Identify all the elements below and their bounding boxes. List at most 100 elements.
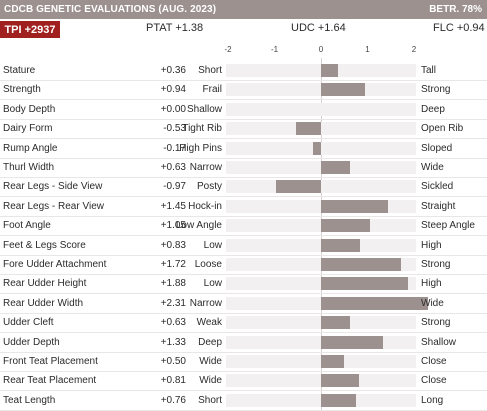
trait-name: Body Depth: [3, 103, 56, 115]
trait-bar: [321, 277, 409, 291]
trait-bar: [321, 335, 383, 349]
scale-tick: -1: [270, 45, 279, 54]
trait-bar: [321, 83, 365, 97]
trait-row: Strength +0.94 Frail Strong: [0, 80, 487, 101]
evaluations-title: CDCB GENETIC EVALUATIONS (AUG. 2023): [4, 4, 217, 15]
trait-high-label: Straight: [421, 200, 456, 212]
trait-row: Feet & Legs Score +0.83 Low High: [0, 236, 487, 256]
trait-name: Foot Angle: [3, 220, 51, 232]
trait-low-label: Narrow: [189, 297, 222, 309]
trait-row: Udder Cleft +0.63 Weak Strong: [0, 313, 487, 334]
trait-low-label: Narrow: [189, 162, 222, 173]
scale-tick: 2: [411, 45, 417, 54]
trait-value: -0.17: [163, 142, 186, 154]
trait-bar: [321, 161, 351, 174]
trait-name: Thurl Width: [3, 162, 55, 173]
trait-row: Rear Udder Height +1.88 Low High: [0, 274, 487, 295]
trait-high-label: Strong: [421, 259, 451, 270]
trait-low-label: High Pins: [179, 142, 222, 154]
trait-bar: [321, 64, 338, 77]
trait-low-label: Low Angle: [175, 220, 222, 232]
trait-row: Foot Angle +1.05 Low Angle Steep Angle: [0, 216, 487, 237]
trait-row: Teat Length +0.76 Short Long: [0, 391, 487, 411]
trait-bar-track: [226, 122, 416, 136]
trait-high-label: High: [421, 239, 442, 251]
scale-tick: -2: [224, 45, 232, 54]
trait-row: Dairy Form -0.53 Tight Rib Open Rib: [0, 119, 487, 140]
trait-row: Stature +0.36 Short Tall: [0, 61, 487, 81]
trait-value: +0.83: [160, 239, 186, 251]
trait-bar-track: [226, 180, 416, 194]
trait-high-label: Close: [421, 375, 447, 387]
trait-row: Front Teat Placement +0.50 Wide Close: [0, 352, 487, 372]
trait-value: +0.36: [160, 65, 186, 76]
evaluations-header: CDCB GENETIC EVALUATIONS (AUG. 2023) BET…: [0, 0, 487, 19]
trait-high-label: Strong: [421, 84, 451, 96]
trait-bar: [275, 180, 321, 194]
trait-high-label: Sickled: [421, 181, 454, 193]
trait-bar: [321, 199, 389, 213]
trait-value: +1.72: [160, 259, 186, 270]
trait-name: Rump Angle: [3, 142, 58, 154]
trait-row: Udder Depth +1.33 Deep Shallow: [0, 333, 487, 353]
trait-value: +0.63: [160, 162, 186, 173]
trait-bar: [313, 141, 321, 155]
trait-value: +0.00: [160, 103, 186, 115]
trait-low-label: Deep: [198, 336, 222, 348]
trait-bar: [321, 374, 359, 388]
trait-high-label: Open Rib: [421, 123, 464, 135]
ptat-summary: PTAT +1.38: [146, 22, 204, 34]
trait-name: Rear Teat Placement: [3, 375, 97, 387]
trait-row: Thurl Width +0.63 Narrow Wide: [0, 158, 487, 178]
trait-high-label: Shallow: [421, 336, 457, 348]
trait-bar: [296, 122, 321, 136]
trait-value: +2.31: [160, 297, 186, 309]
trait-bar: [321, 219, 370, 233]
trait-high-label: Wide: [421, 297, 444, 309]
trait-name: Front Teat Placement: [3, 356, 98, 367]
trait-name: Stature: [3, 65, 36, 76]
trait-value: +1.33: [160, 336, 186, 348]
trait-low-label: Frail: [202, 84, 222, 96]
trait-high-label: Tall: [421, 65, 437, 76]
trait-name: Teat Length: [3, 394, 56, 406]
trait-high-label: Long: [421, 394, 444, 406]
trait-low-label: Short: [198, 65, 222, 76]
trait-name: Rear Legs - Side View: [3, 181, 103, 193]
trait-bar: [321, 296, 429, 310]
trait-low-label: Posty: [196, 181, 222, 193]
trait-value: -0.97: [163, 181, 186, 193]
zero-line: [321, 58, 322, 410]
trait-low-label: Low: [203, 239, 222, 251]
trait-low-label: Short: [198, 394, 222, 406]
trait-row: Rear Legs - Side View -0.97 Posty Sickled: [0, 177, 487, 198]
trait-high-label: Wide: [421, 162, 444, 173]
trait-low-label: Hock-in: [188, 200, 222, 212]
trait-value: +1.88: [160, 278, 186, 290]
trait-name: Udder Depth: [3, 336, 60, 348]
trait-bar: [321, 238, 360, 252]
flc-summary: FLC +0.94: [433, 22, 485, 34]
trait-value: +1.45: [160, 200, 186, 212]
trait-name: Dairy Form: [3, 123, 53, 135]
trait-row: Rear Teat Placement +0.81 Wide Close: [0, 371, 487, 392]
trait-name: Rear Udder Width: [3, 297, 84, 309]
trait-row: Rear Udder Width +2.31 Narrow Wide: [0, 294, 487, 314]
trait-high-label: High: [421, 278, 442, 290]
trait-row: Rear Legs - Rear View +1.45 Hock-in Straigh…: [0, 197, 487, 217]
trait-row: Fore Udder Attachment +1.72 Loose Strong: [0, 255, 487, 275]
scale-tick: 1: [365, 45, 370, 54]
trait-low-label: Shallow: [186, 103, 222, 115]
trait-name: Fore Udder Attachment: [3, 259, 107, 270]
trait-low-label: Low: [203, 278, 222, 290]
trait-name: Feet & Legs Score: [3, 239, 86, 251]
trait-bar: [321, 393, 357, 407]
trait-high-label: Sloped: [421, 142, 453, 154]
trait-value: +1.05: [160, 220, 186, 232]
trait-name: Udder Cleft: [3, 317, 54, 329]
trait-low-label: Wide: [199, 356, 222, 367]
trait-value: +0.63: [160, 317, 186, 329]
trait-name: Rear Legs - Rear View: [3, 200, 104, 212]
trait-low-label: Loose: [194, 259, 222, 270]
trait-name: Strength: [3, 84, 41, 96]
